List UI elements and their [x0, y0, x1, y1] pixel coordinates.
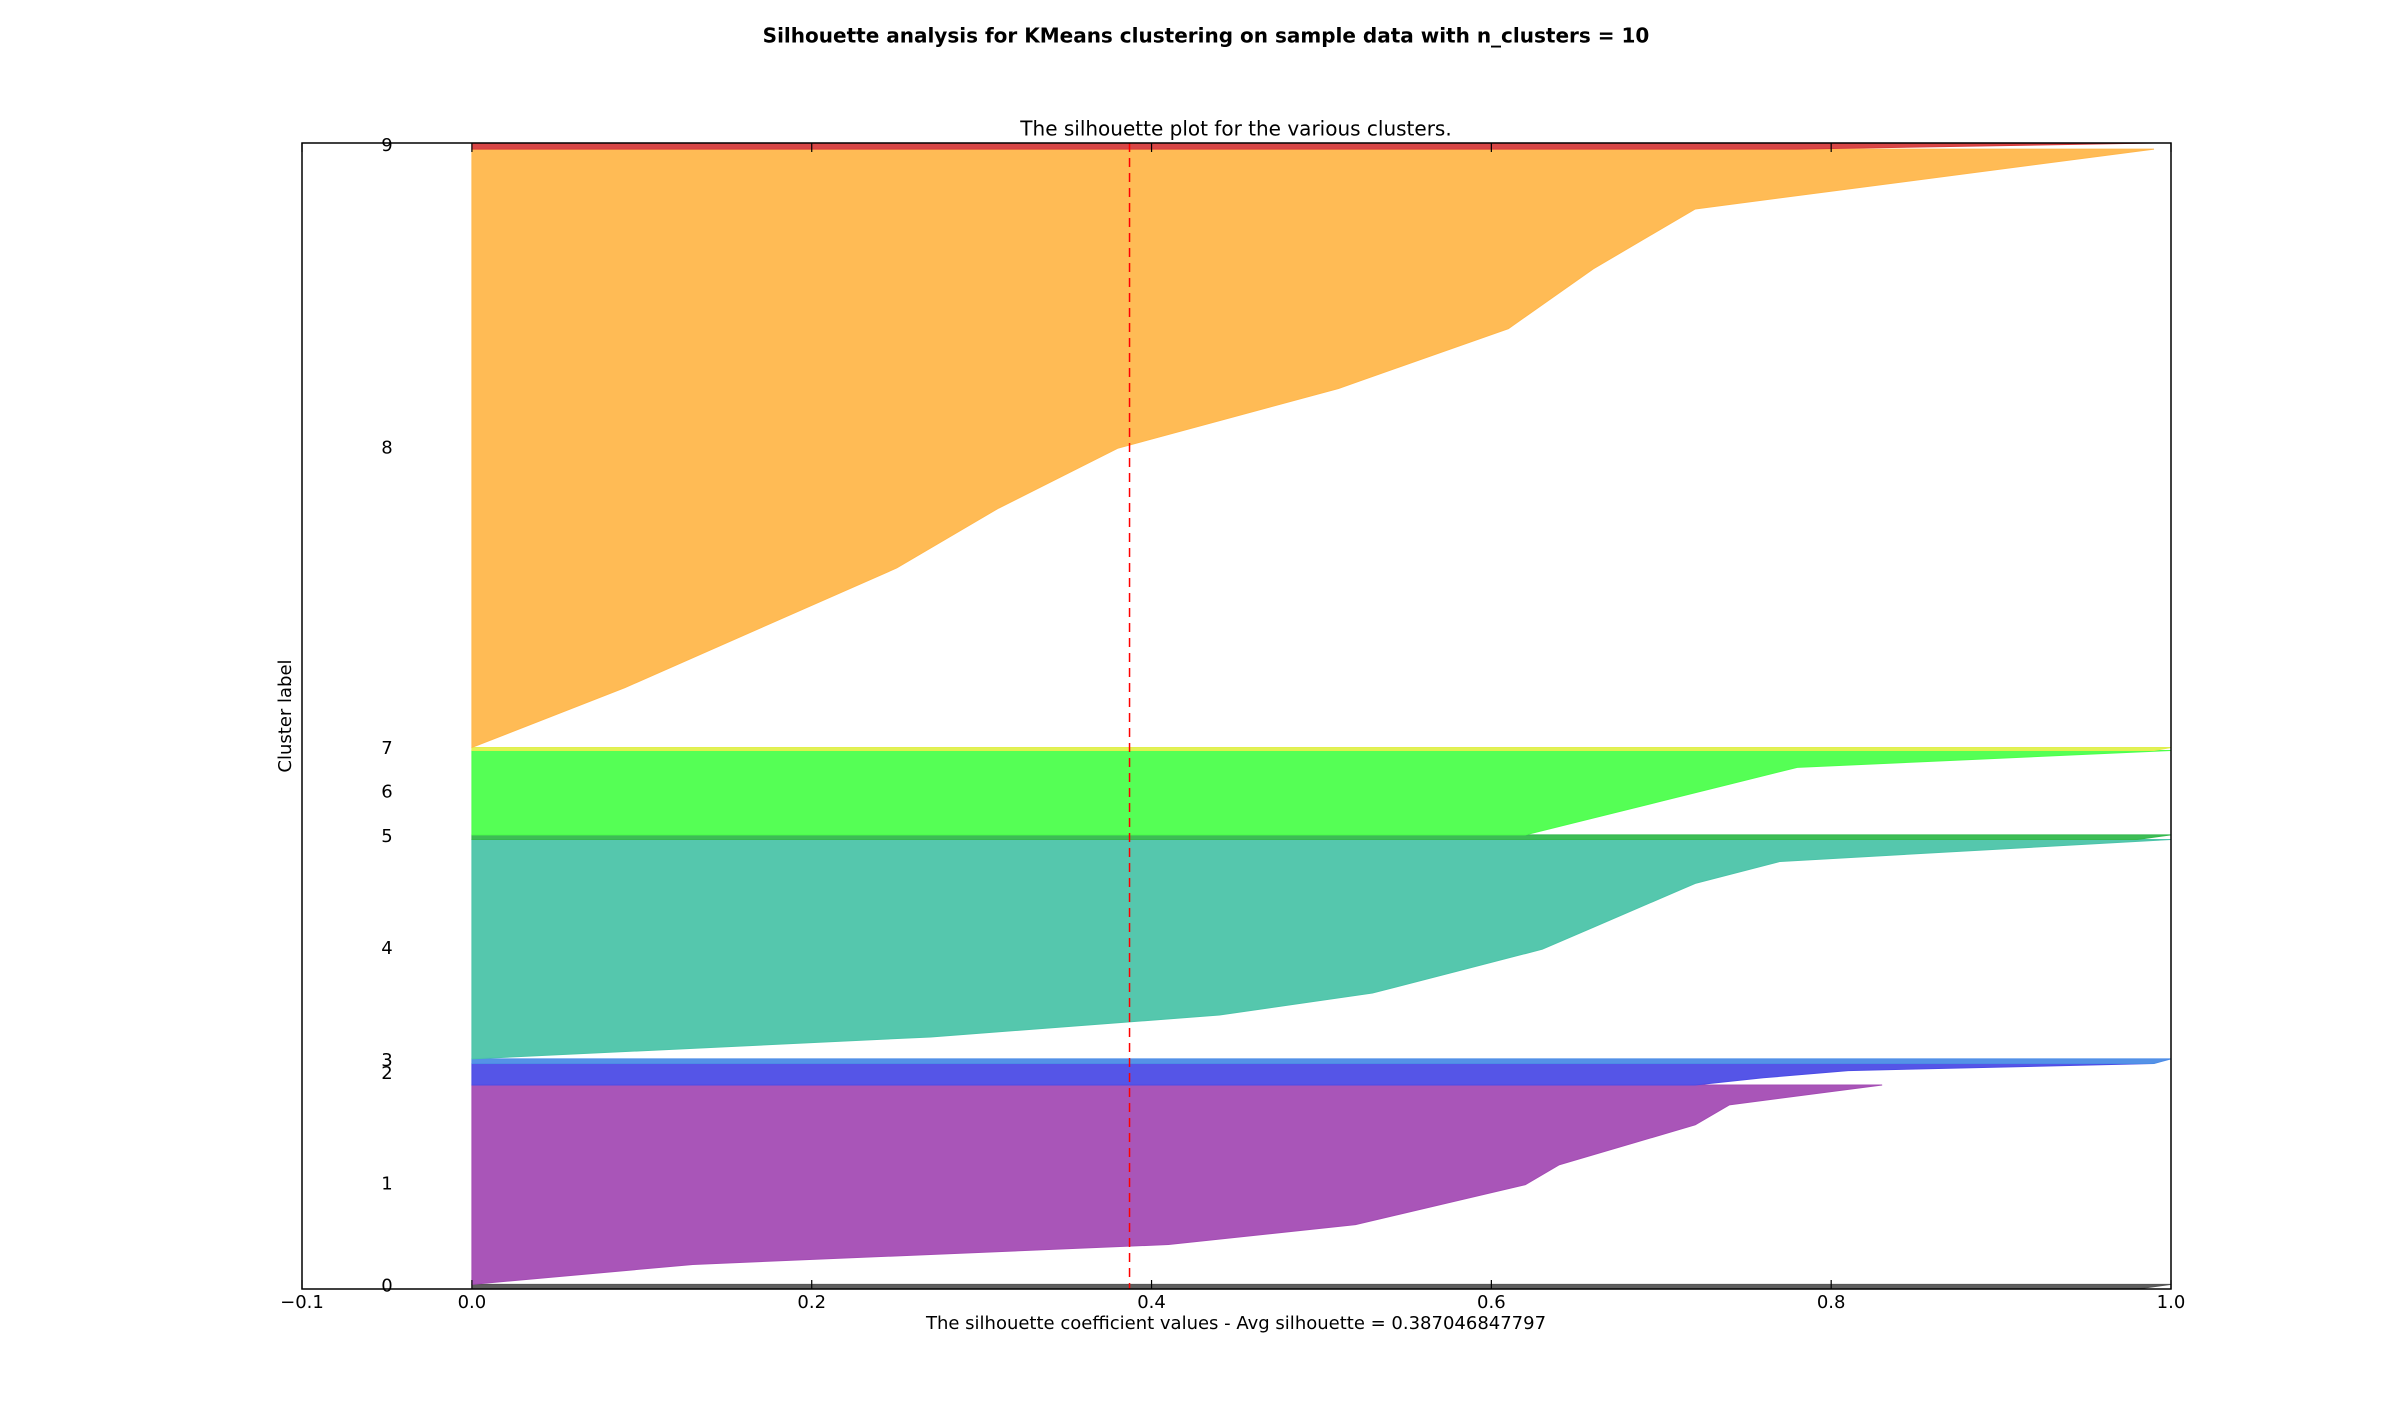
cluster-label: 1 [381, 1174, 392, 1195]
plot-area [471, 142, 2172, 1290]
cluster-label: 2 [381, 1063, 392, 1084]
x-tick-label: 0.4 [1137, 1292, 1166, 1313]
silhouette-area [471, 142, 2155, 150]
x-tick-label: 0.6 [1477, 1292, 1506, 1313]
silhouette-area [471, 148, 2155, 749]
suptitle: Silhouette analysis for KMeans clusterin… [763, 24, 1650, 48]
cluster-label: 5 [381, 826, 392, 847]
x-tick-label: 0.8 [1817, 1292, 1846, 1313]
x-tick-label: 1.0 [2157, 1292, 2186, 1313]
x-tick-label: 0.0 [458, 1292, 487, 1313]
cluster-label: 4 [381, 938, 392, 959]
axes-frame [301, 142, 2172, 1290]
cluster-label: 6 [381, 782, 392, 803]
y-axis-label: Cluster label [275, 659, 296, 772]
silhouette-area [471, 834, 2172, 840]
silhouette-area [471, 750, 2172, 836]
x-tick-label: −0.1 [280, 1292, 324, 1313]
cluster-label: 9 [381, 135, 392, 156]
x-tick-label: 0.2 [797, 1292, 826, 1313]
silhouette-area [471, 1058, 2172, 1064]
silhouette-area [471, 1084, 1883, 1285]
cluster-label: 3 [381, 1050, 392, 1071]
x-axis-label: The silhouette coefficient values - Avg … [925, 1313, 1546, 1334]
axes-title: The silhouette plot for the various clus… [1019, 117, 1451, 141]
silhouette-area [471, 839, 2172, 1060]
cluster-label: 0 [381, 1276, 392, 1297]
silhouette-area [471, 1062, 2155, 1086]
silhouette-area [471, 746, 2172, 752]
cluster-label: 8 [381, 437, 392, 458]
cluster-label: 7 [381, 738, 392, 759]
